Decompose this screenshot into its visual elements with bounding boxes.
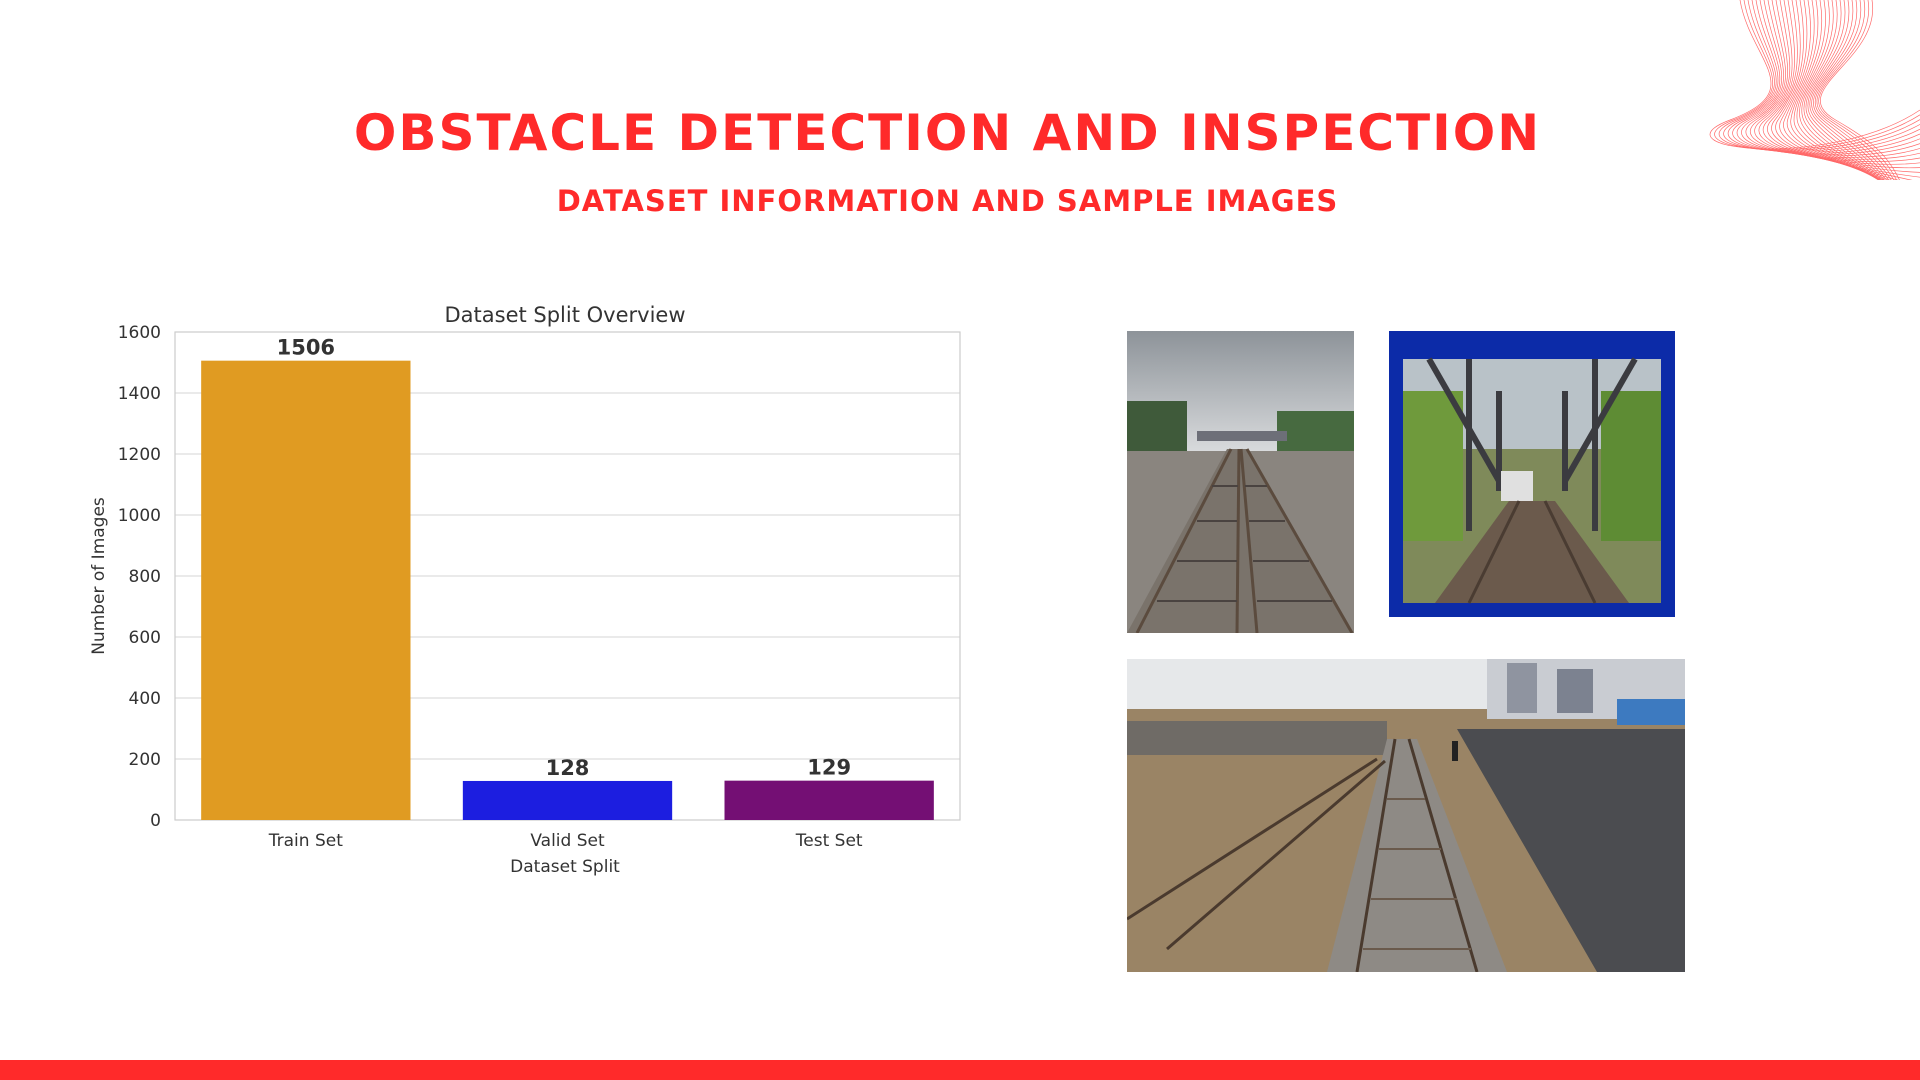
chart-title: Dataset Split Overview [444,303,685,327]
bar-test-set [724,780,934,820]
bar-chart: Dataset Split Overview 0 200 400 600 800 1000… [89,303,961,877]
railway-bridge-image [1389,331,1675,617]
wave-line [1818,0,1897,180]
bar-value-label: 1506 [277,336,335,360]
wave-line [1809,0,1885,180]
x-tick-label: Train Set [268,831,343,851]
wave-line [1816,0,1895,180]
bottom-accent-bar [0,1060,1920,1080]
page-subtitle: DATASET INFORMATION AND SAMPLE IMAGES [556,184,1339,218]
y-tick-label: 1400 [118,384,161,404]
wave-line [1803,0,1881,180]
y-axis-label: Number of Images [89,497,109,655]
wave-line [1741,0,1920,157]
wave-line [1813,0,1890,180]
wave-line [1807,0,1883,180]
wave-line [1805,0,1882,180]
y-tick-label: 400 [129,689,161,709]
x-axis-label: Dataset Split [510,857,620,877]
wave-line [1814,0,1892,180]
y-axis-ticks: 0 200 400 600 800 1000 1200 1400 1600 [118,323,161,831]
bar-value-label: 128 [546,756,590,780]
y-tick-label: 1000 [118,506,161,526]
wave-line [1820,0,1900,180]
wave-line [1750,0,1920,160]
wave-line [1801,0,1880,180]
wave-line [1732,0,1920,154]
wave-line [1745,0,1920,158]
wave-line [1762,0,1920,169]
y-tick-label: 800 [129,567,161,587]
y-tick-label: 1600 [118,323,161,343]
wave-line [1718,0,1920,151]
wave-line [1727,0,1920,153]
railway-tracks-image [1127,331,1354,633]
wave-line [1811,0,1887,180]
y-tick-label: 200 [129,750,161,770]
bar-train-set [201,360,411,820]
x-axis-ticks: Train Set Valid Set Test Set [268,831,863,851]
page-title: OBSTACLE DETECTION AND INSPECTION [353,104,1542,162]
bar-value-label: 129 [807,756,851,780]
wave-line [1758,0,1920,165]
x-tick-label: Test Set [795,831,863,851]
y-tick-label: 600 [129,628,161,648]
chart-bars: 1506 128 129 [201,336,934,820]
y-tick-label: 0 [150,811,161,831]
x-tick-label: Valid Set [530,831,605,851]
bar-valid-set [462,780,673,820]
y-tick-label: 1200 [118,445,161,465]
wave-line [1754,0,1920,162]
decorative-wave-lines [1710,0,1920,180]
railway-junction-image [1127,659,1685,972]
